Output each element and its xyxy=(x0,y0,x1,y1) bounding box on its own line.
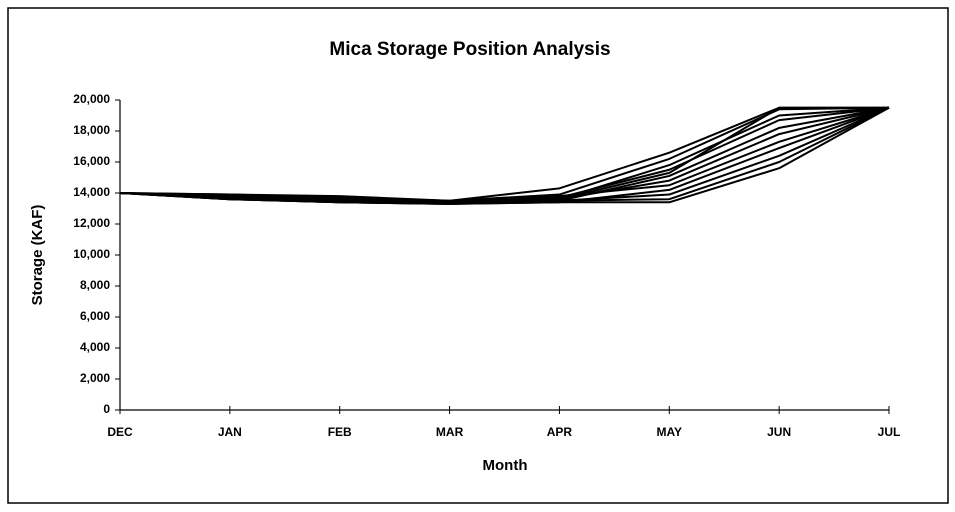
chart-title: Mica Storage Position Analysis xyxy=(329,39,610,60)
y-tick-label: 20,000 xyxy=(73,92,110,106)
x-tick-label: MAY xyxy=(656,425,682,439)
y-tick-label: 18,000 xyxy=(73,123,110,137)
y-tick-label: 4,000 xyxy=(80,340,110,354)
series-line xyxy=(119,106,890,204)
y-tick-label: 16,000 xyxy=(73,154,110,168)
y-tick-label: 2,000 xyxy=(80,371,110,385)
x-tick-label: APR xyxy=(547,425,573,439)
x-tick-label: JUN xyxy=(767,425,791,439)
x-axis-label: Month xyxy=(483,457,528,474)
y-axis-label: Storage (KAF) xyxy=(29,205,46,306)
y-tick-label: 12,000 xyxy=(73,216,110,230)
y-tick-label: 8,000 xyxy=(80,278,110,292)
y-tick-label: 14,000 xyxy=(73,185,110,199)
series-line xyxy=(119,106,890,205)
y-tick-label: 10,000 xyxy=(73,247,110,261)
x-tick-label: MAR xyxy=(436,425,464,439)
chart-border xyxy=(7,7,949,504)
x-tick-label: FEB xyxy=(328,425,352,439)
x-tick-label: DEC xyxy=(107,425,133,439)
x-tick-label: JUL xyxy=(878,425,901,439)
y-tick-label: 6,000 xyxy=(80,309,110,323)
y-tick-label: 0 xyxy=(103,402,110,416)
series-line xyxy=(119,106,889,204)
series-line xyxy=(119,106,890,204)
x-tick-label: JAN xyxy=(218,425,242,439)
